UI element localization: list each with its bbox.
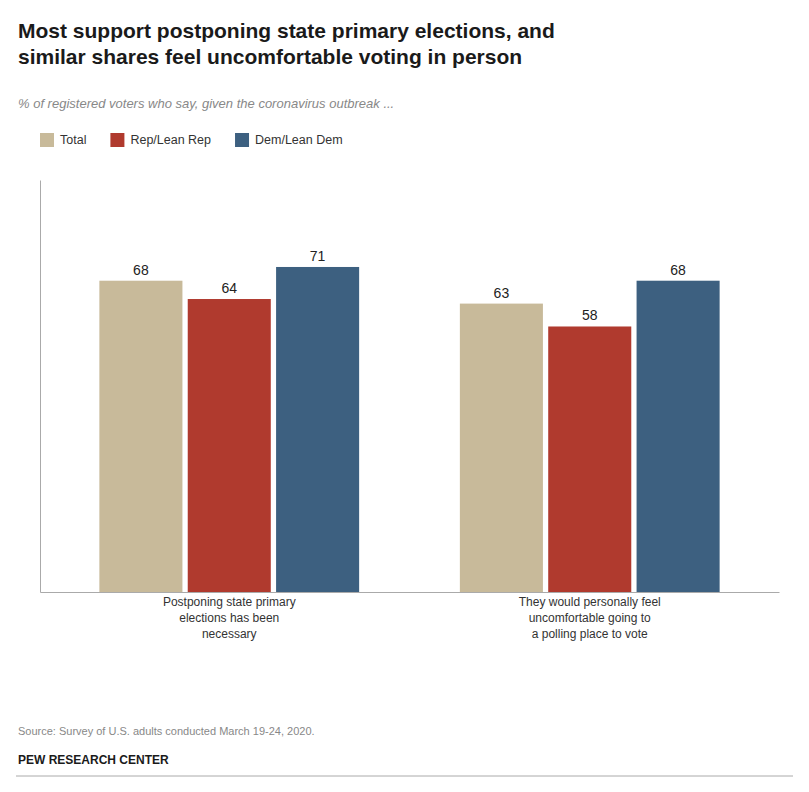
text-line: uncomfortable going to bbox=[529, 611, 651, 625]
data-label: 63 bbox=[494, 285, 510, 301]
x-axis: Postponing state primary elections has be… bbox=[41, 592, 780, 641]
text-line: elections has been bbox=[179, 611, 279, 625]
data-label: 58 bbox=[582, 307, 598, 323]
bottom-rule bbox=[16, 776, 793, 777]
bar bbox=[188, 299, 271, 592]
text-line: They would personally feel bbox=[519, 595, 661, 609]
legend-swatch bbox=[40, 133, 54, 147]
bar bbox=[548, 326, 631, 592]
y-axis bbox=[40, 181, 41, 593]
source: Source: Survey of U.S. adults conducted … bbox=[18, 725, 315, 737]
bar bbox=[460, 304, 543, 592]
legend-swatch bbox=[110, 133, 124, 147]
legend-label: Dem/Lean Dem bbox=[255, 133, 343, 147]
x-axis-line bbox=[41, 592, 780, 593]
legend-label: Total bbox=[60, 133, 86, 147]
branding: PEW RESEARCH CENTER bbox=[18, 753, 169, 767]
text-line: a polling place to vote bbox=[532, 627, 648, 641]
data-label: 71 bbox=[310, 248, 326, 264]
title: Most support postponing state primary el… bbox=[18, 19, 555, 68]
bar bbox=[637, 281, 720, 592]
bar bbox=[276, 267, 359, 592]
subtitle: % of registered voters who say, given th… bbox=[18, 96, 394, 111]
legend-label: Rep/Lean Rep bbox=[130, 133, 211, 147]
plot: 68 63 64 58 71 68 Postponing state primary elec… bbox=[41, 181, 780, 642]
legend-item: Rep/Lean Rep bbox=[110, 133, 211, 147]
text-line: necessary bbox=[202, 627, 257, 641]
legend: Total Rep/Lean Rep Dem/Lean Dem bbox=[40, 133, 343, 147]
bars bbox=[99, 267, 719, 592]
data-label: 68 bbox=[670, 262, 686, 278]
bar bbox=[99, 281, 182, 592]
legend-item: Total bbox=[40, 133, 86, 147]
x-tick: They would personally feel uncomfortable … bbox=[519, 592, 661, 641]
text-line: Most support postponing state primary el… bbox=[18, 19, 555, 42]
x-tick: Postponing state primary elections has be… bbox=[163, 592, 296, 641]
chart: Most support postponing state primary el… bbox=[0, 0, 809, 792]
text-line: Postponing state primary bbox=[163, 595, 296, 609]
x-tick-label: Postponing state primary elections has be… bbox=[163, 595, 296, 641]
x-tick-label: They would personally feel uncomfortable … bbox=[519, 595, 661, 641]
y-axis-line bbox=[40, 181, 41, 593]
legend-item: Dem/Lean Dem bbox=[235, 133, 343, 147]
data-label: 68 bbox=[133, 262, 149, 278]
text-line: similar shares feel uncomfortable voting… bbox=[18, 45, 522, 68]
legend-swatch bbox=[235, 133, 249, 147]
data-labels: 68 63 64 58 71 68 bbox=[133, 248, 686, 324]
data-label: 64 bbox=[221, 280, 237, 296]
